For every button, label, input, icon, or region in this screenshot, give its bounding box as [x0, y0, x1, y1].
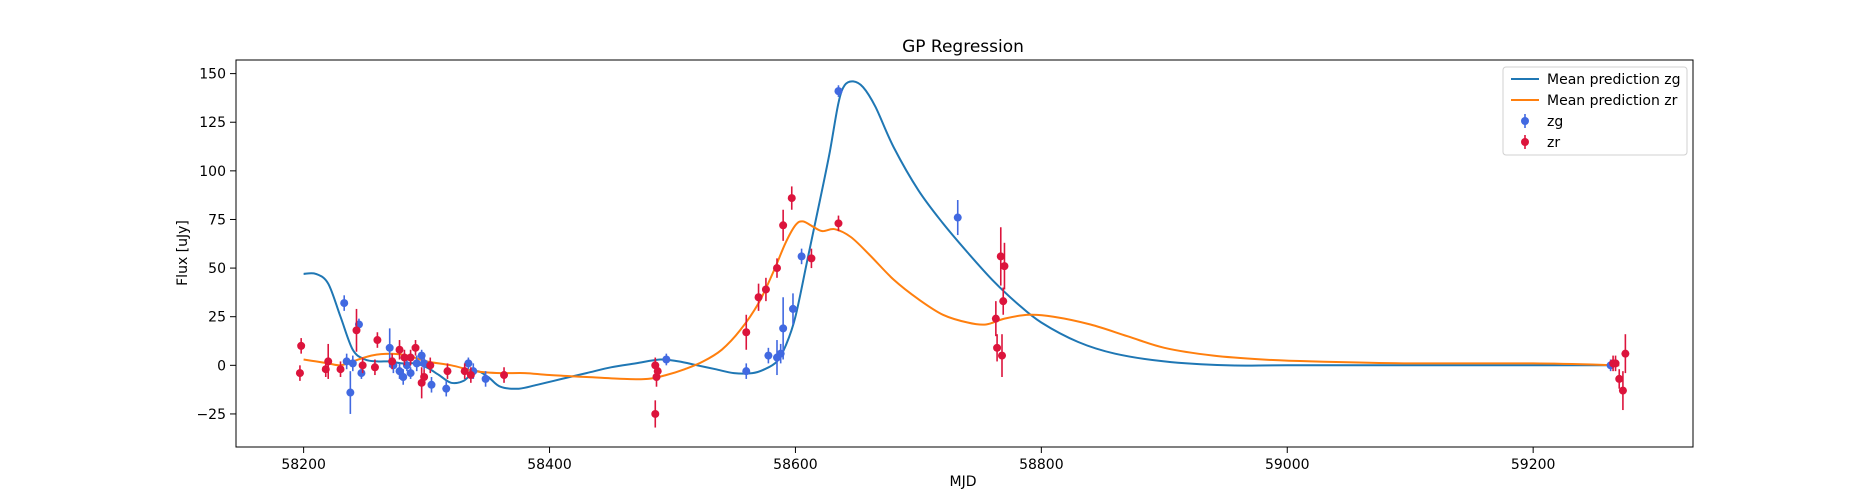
data-point-zg [385, 343, 394, 352]
data-point-zg [340, 299, 349, 308]
x-axis: 58200 58400 58600 58800 59000 59200 [281, 447, 1555, 473]
data-point-zr [395, 345, 404, 354]
data-point-zg [357, 369, 366, 378]
data-point-zr [411, 343, 420, 352]
legend-marker-swatch [1521, 138, 1529, 146]
data-point-zr [754, 293, 763, 302]
data-point-zg [399, 372, 408, 381]
legend-box [1502, 66, 1688, 156]
data-point-zr [358, 361, 367, 370]
data-point-zr [998, 351, 1007, 360]
plot-frame [235, 59, 1694, 448]
data-point-zr [772, 264, 781, 273]
data-point-zr [460, 367, 469, 376]
y-tick-label: 125 [199, 115, 226, 131]
x-tick-label: 58400 [527, 457, 572, 473]
data-point-zr [779, 221, 788, 230]
legend-label: zr [1547, 135, 1560, 151]
y-tick-label: 0 [217, 358, 226, 374]
data-point-zg [406, 369, 415, 378]
data-point-zr [999, 297, 1008, 306]
data-point-zr [336, 365, 345, 374]
x-tick-label: 59000 [1265, 457, 1310, 473]
data-point-zg [788, 304, 797, 313]
data-point-zg [412, 359, 421, 368]
data-point-zr [991, 314, 1000, 323]
data-point-zg [953, 213, 962, 222]
legend-item: zr [1521, 135, 1560, 151]
data-point-zr [352, 326, 361, 335]
data-point-zr [1000, 262, 1009, 271]
data-point-zr [1618, 386, 1627, 395]
data-point-zr [834, 219, 843, 228]
y-axis: −25 0 25 50 75 100 125 150 [196, 67, 236, 423]
chart-title: GP Regression [902, 37, 1024, 57]
data-point-zr [406, 353, 415, 362]
data-point-zr [1621, 349, 1630, 358]
data-point-zg [742, 367, 751, 376]
y-tick-label: 25 [208, 310, 226, 326]
data-point-zg [442, 384, 451, 393]
data-point-zr [807, 254, 816, 263]
y-tick-label: −25 [196, 407, 226, 423]
plot-area [295, 80, 1630, 428]
legend-item: Mean prediction zg [1511, 72, 1681, 88]
data-point-zr [466, 371, 475, 380]
data-point-zr [500, 371, 509, 380]
data-point-zg [395, 367, 404, 376]
data-point-zr [295, 369, 304, 378]
data-point-zg [348, 359, 357, 368]
legend-item: zg [1521, 114, 1563, 130]
data-point-zr [993, 343, 1002, 352]
data-point-zr [370, 363, 379, 372]
data-point-zr [1611, 359, 1620, 368]
data-point-zr [420, 372, 429, 381]
data-point-zr [996, 252, 1005, 261]
data-point-zr [742, 328, 751, 337]
data-point-zr [443, 367, 452, 376]
data-point-zr [324, 357, 333, 366]
x-axis-label: MJD [950, 474, 977, 490]
data-point-zr [297, 341, 306, 350]
data-point-zg [779, 324, 788, 333]
data-point-zg [427, 380, 436, 389]
data-point-zg [346, 388, 355, 397]
data-point-zg [834, 87, 843, 96]
data-point-zg [342, 357, 351, 366]
legend-label: Mean prediction zg [1547, 72, 1681, 88]
y-axis-label: Flux [uJy] [175, 220, 191, 286]
data-point-zg [420, 359, 429, 368]
legend-marker-swatch [1521, 117, 1529, 125]
data-point-zg [464, 359, 473, 368]
y-tick-label: 75 [208, 212, 226, 228]
y-tick-label: 150 [199, 67, 226, 83]
data-point-zr [388, 357, 397, 366]
data-point-zr [426, 361, 435, 370]
legend-label: zg [1547, 114, 1563, 130]
data-point-zg [764, 351, 773, 360]
data-point-zr [761, 285, 770, 294]
data-point-zr [651, 409, 660, 418]
mean-prediction-line-zg [303, 80, 1620, 390]
y-tick-label: 50 [208, 261, 226, 277]
data-point-zr [400, 353, 409, 362]
legend: Mean prediction zg Mean prediction zr zg zr [1502, 66, 1688, 156]
x-tick-label: 58200 [281, 457, 326, 473]
x-tick-label: 58600 [773, 457, 818, 473]
x-tick-label: 58800 [1019, 457, 1064, 473]
y-tick-label: 100 [199, 164, 226, 180]
x-tick-label: 59200 [1511, 457, 1556, 473]
data-point-zr [787, 194, 796, 203]
legend-item: Mean prediction zr [1511, 93, 1678, 109]
data-point-zg [662, 355, 671, 364]
data-point-zr [653, 367, 662, 376]
legend-label: Mean prediction zr [1547, 93, 1678, 109]
data-point-zg [797, 252, 806, 261]
data-point-zg [481, 374, 490, 383]
data-point-zr [373, 336, 382, 345]
data-point-zr [1615, 374, 1624, 383]
